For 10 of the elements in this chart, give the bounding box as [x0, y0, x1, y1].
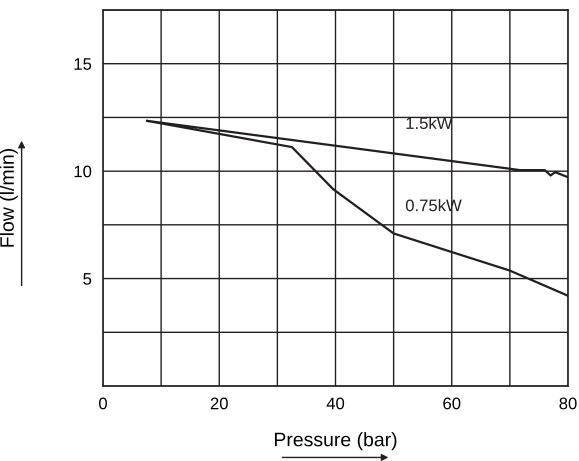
x-tick-label: 80	[559, 398, 577, 410]
y-tick-label: 10	[74, 166, 92, 178]
x-axis-title: Pressure (bar)	[274, 432, 396, 450]
y-tick-label: 15	[74, 58, 92, 70]
x-tick-label: 60	[443, 398, 460, 410]
x-tick-label: 0	[99, 398, 107, 410]
x-tick-label: 40	[326, 398, 344, 410]
y-tick-label: 5	[83, 273, 92, 285]
x-tick-label: 20	[210, 398, 228, 410]
y-axis-title: Flow (l/min)	[0, 148, 18, 247]
